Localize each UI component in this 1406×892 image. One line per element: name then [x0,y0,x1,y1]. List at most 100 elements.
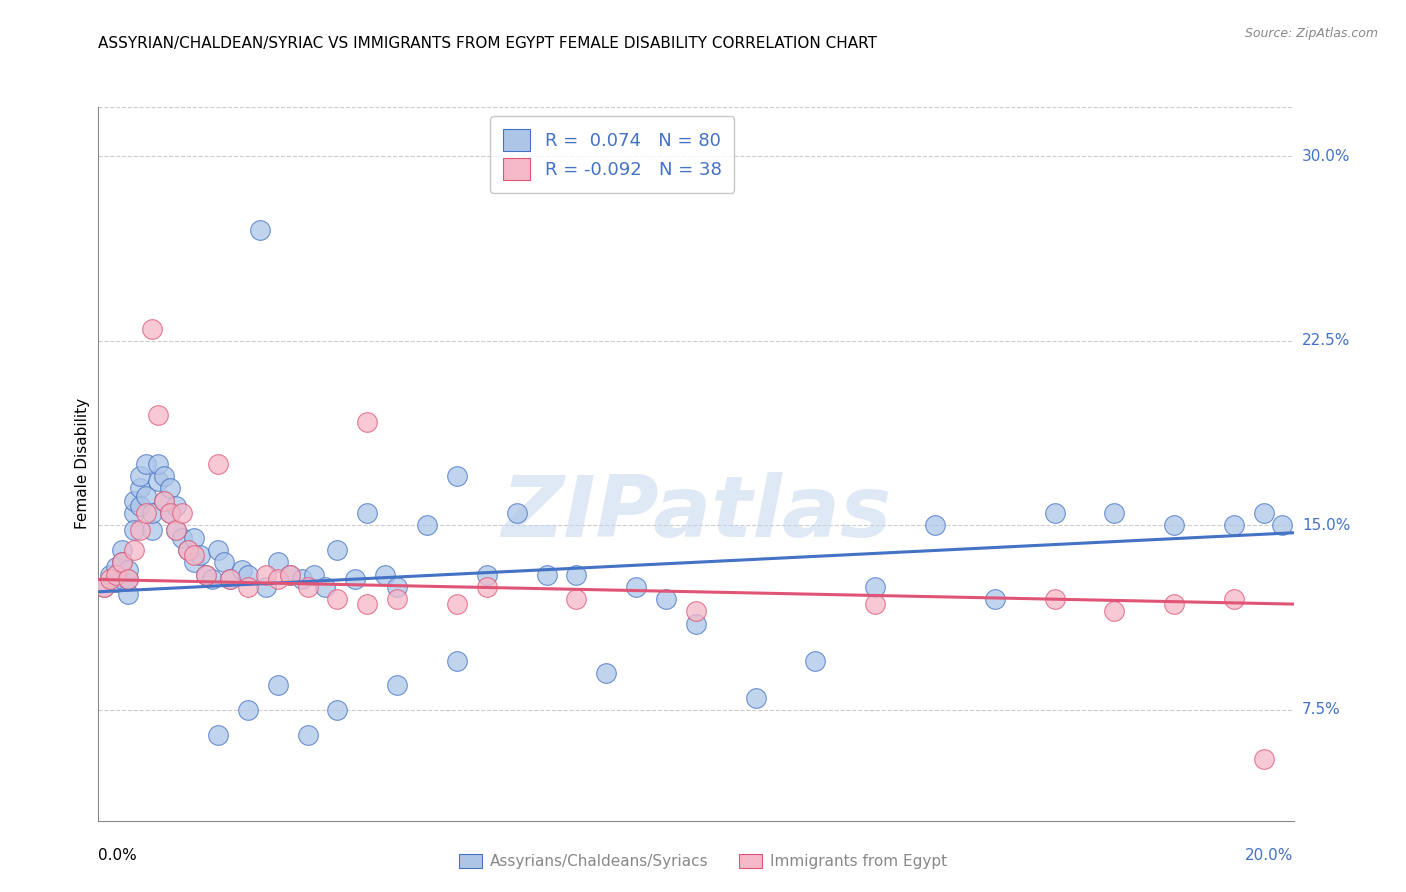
Point [105,574,128,589]
Point [117,573,139,587]
Point [1271,518,1294,533]
Point [1253,752,1275,766]
Point [475,580,498,594]
Point [129,499,152,513]
Point [475,567,498,582]
Point [165,523,187,537]
Point [804,654,827,668]
Point [356,415,378,429]
Point [195,567,218,582]
Point [135,506,157,520]
Point [385,678,409,692]
Point [111,573,134,587]
Point [141,506,163,520]
Point [219,573,242,587]
Point [506,506,529,520]
Point [124,506,146,520]
Point [924,518,946,533]
Point [655,592,678,607]
Point [148,474,170,488]
Point [183,548,205,562]
Point [105,560,128,574]
Point [297,580,319,594]
Point [297,727,319,741]
Point [565,567,588,582]
Point [416,518,439,533]
Point [1104,605,1126,619]
Point [159,482,181,496]
Legend: R =  0.074   N = 80, R = -0.092   N = 38: R = 0.074 N = 80, R = -0.092 N = 38 [491,116,734,193]
Point [374,567,396,582]
Point [111,555,134,569]
Point [984,592,1007,607]
Point [165,523,187,537]
Point [278,567,301,582]
Point [1253,506,1275,520]
Text: ZIPatlas: ZIPatlas [501,472,891,556]
Text: 15.0%: 15.0% [1302,518,1350,533]
Point [153,469,176,483]
Point [236,580,259,594]
Point [124,543,146,558]
Point [446,469,468,483]
Point [165,499,187,513]
Text: 20.0%: 20.0% [1246,848,1294,863]
Text: Source: ZipAtlas.com: Source: ZipAtlas.com [1244,27,1378,40]
Point [865,597,887,611]
Point [98,567,122,582]
Point [595,665,617,680]
Point [135,457,157,471]
Point [326,592,349,607]
Y-axis label: Female Disability: Female Disability [75,398,90,530]
Point [302,567,325,582]
Point [1163,597,1185,611]
Point [124,493,146,508]
Point [172,506,194,520]
Point [267,678,290,692]
Point [315,580,337,594]
Point [1043,592,1066,607]
Point [93,580,115,594]
Point [195,567,218,582]
Point [1104,506,1126,520]
Point [231,563,253,577]
Point [356,597,378,611]
Point [326,543,349,558]
Point [159,506,181,520]
Point [219,573,242,587]
Text: 22.5%: 22.5% [1302,334,1350,348]
Point [188,548,211,562]
Point [153,493,176,508]
Point [207,457,229,471]
Point [212,555,235,569]
Point [129,482,152,496]
Point [117,573,139,587]
Point [446,597,468,611]
Point [1163,518,1185,533]
Point [267,573,290,587]
Point [93,580,115,594]
Point [254,567,277,582]
Point [201,573,224,587]
Text: ASSYRIAN/CHALDEAN/SYRIAC VS IMMIGRANTS FROM EGYPT FEMALE DISABILITY CORRELATION : ASSYRIAN/CHALDEAN/SYRIAC VS IMMIGRANTS F… [98,36,877,51]
Point [117,563,139,577]
Point [129,469,152,483]
Point [148,408,170,422]
Point [685,605,707,619]
Text: 0.0%: 0.0% [98,848,138,863]
Point [111,543,134,558]
Point [356,506,378,520]
Point [249,223,271,237]
Point [135,489,157,503]
Text: 30.0%: 30.0% [1302,149,1350,164]
Point [98,573,122,587]
Point [685,616,707,631]
Point [141,523,163,537]
Legend: Assyrians/Chaldeans/Syriacs, Immigrants from Egypt: Assyrians/Chaldeans/Syriacs, Immigrants … [453,848,953,875]
Point [385,592,409,607]
Point [117,587,139,601]
Point [129,523,152,537]
Point [1043,506,1066,520]
Point [105,567,128,582]
Point [207,727,229,741]
